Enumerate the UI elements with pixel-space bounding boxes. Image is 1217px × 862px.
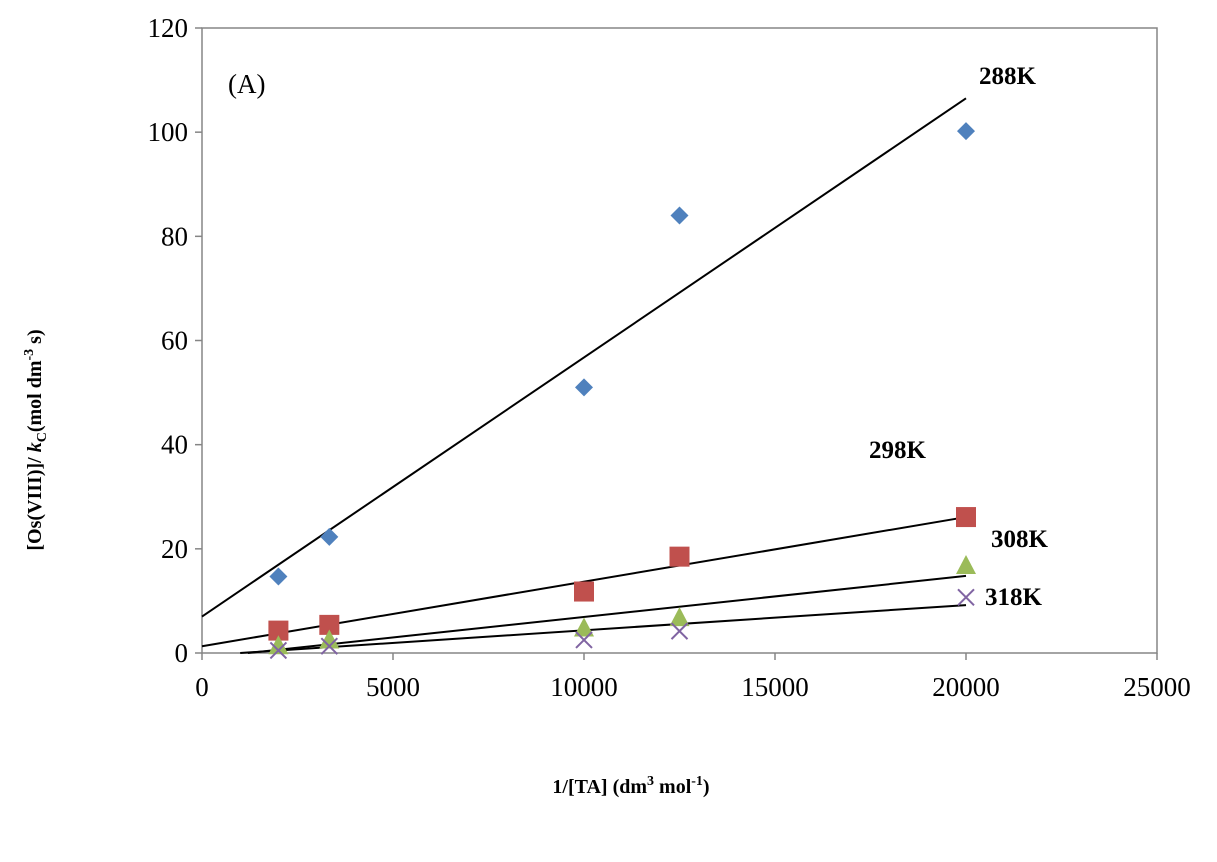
x-marker-stroke bbox=[957, 588, 975, 606]
series-label-298K: 298K bbox=[869, 437, 927, 464]
data-point-298K bbox=[574, 581, 594, 602]
x-tick-label: 0 bbox=[195, 672, 209, 702]
data-point-288K bbox=[320, 527, 339, 546]
y-tick-label: 100 bbox=[148, 117, 189, 147]
y-axis-title: [Os(VIII)]/ kC(mol dm-3 s) bbox=[22, 329, 50, 550]
series-labels: 288K 298K 308K 318K bbox=[869, 63, 1049, 611]
axis-title-part: (mol dm bbox=[24, 360, 46, 432]
data-point-308K bbox=[669, 607, 690, 627]
axis-title-part: 3 bbox=[647, 774, 654, 789]
x-tick-label: 15000 bbox=[741, 672, 809, 702]
series-label-308K: 308K bbox=[991, 526, 1049, 553]
y-tick-label: 0 bbox=[175, 638, 189, 668]
y-tick-label: 60 bbox=[161, 326, 188, 356]
axis-title-part: [Os(VIII)]/ bbox=[24, 452, 46, 550]
axis-title-part: -3 bbox=[22, 349, 37, 361]
series-label-288K: 288K bbox=[979, 63, 1037, 90]
data-point-308K bbox=[319, 629, 340, 649]
trendline-288K bbox=[201, 97, 967, 618]
trendline-318K bbox=[240, 604, 967, 654]
axis-title-part: ) bbox=[703, 776, 710, 798]
data-point-318K bbox=[575, 631, 593, 649]
axis-title-part: s) bbox=[24, 329, 46, 348]
data-point-318K bbox=[670, 622, 689, 640]
trendlines bbox=[201, 97, 967, 654]
x-tick-label: 5000 bbox=[366, 672, 420, 702]
x-marker-stroke bbox=[670, 622, 689, 640]
data-point-318K bbox=[320, 637, 339, 655]
data-point-298K bbox=[669, 546, 690, 567]
data-point-298K bbox=[319, 614, 340, 635]
x-tick-label: 20000 bbox=[932, 672, 1000, 702]
data-point-298K bbox=[268, 620, 289, 641]
axis-title-part: C bbox=[35, 432, 50, 442]
x-tick-label: 10000 bbox=[550, 672, 618, 702]
x-marker-stroke bbox=[269, 641, 288, 660]
x-tick-label: 25000 bbox=[1123, 672, 1191, 702]
y-axis: 0 20 40 60 80 100 120 bbox=[148, 13, 202, 668]
data-point-318K bbox=[957, 588, 975, 606]
y-tick-label: 20 bbox=[161, 534, 188, 564]
data-point-308K bbox=[268, 635, 289, 655]
data-point-308K bbox=[956, 554, 976, 574]
x-axis: 0 5000 10000 15000 20000 25000 bbox=[195, 653, 1191, 702]
data-point-298K bbox=[956, 507, 976, 528]
data-point-318K bbox=[269, 641, 288, 660]
axis-title-part: mol bbox=[654, 776, 692, 798]
axis-title-part: k bbox=[24, 442, 46, 452]
data-point-288K bbox=[269, 567, 288, 586]
series-label-318K: 318K bbox=[985, 584, 1043, 611]
panel-label: (A) bbox=[228, 69, 265, 99]
y-tick-label: 40 bbox=[161, 430, 188, 460]
x-marker-stroke bbox=[320, 637, 339, 655]
data-point-308K bbox=[574, 617, 594, 637]
axis-title-part: -1 bbox=[691, 774, 703, 789]
x-marker-stroke bbox=[575, 631, 593, 649]
y-tick-label: 120 bbox=[148, 13, 189, 43]
data-markers bbox=[268, 122, 976, 660]
trendline-308K bbox=[247, 574, 967, 654]
y-tick-label: 80 bbox=[161, 221, 188, 251]
axis-title-part: 1/[TA] (dm bbox=[552, 776, 647, 798]
x-axis-title: 1/[TA] (dm3 mol-1) bbox=[552, 774, 709, 798]
data-point-288K bbox=[957, 122, 975, 141]
data-point-288K bbox=[670, 206, 689, 225]
data-point-288K bbox=[575, 378, 593, 397]
